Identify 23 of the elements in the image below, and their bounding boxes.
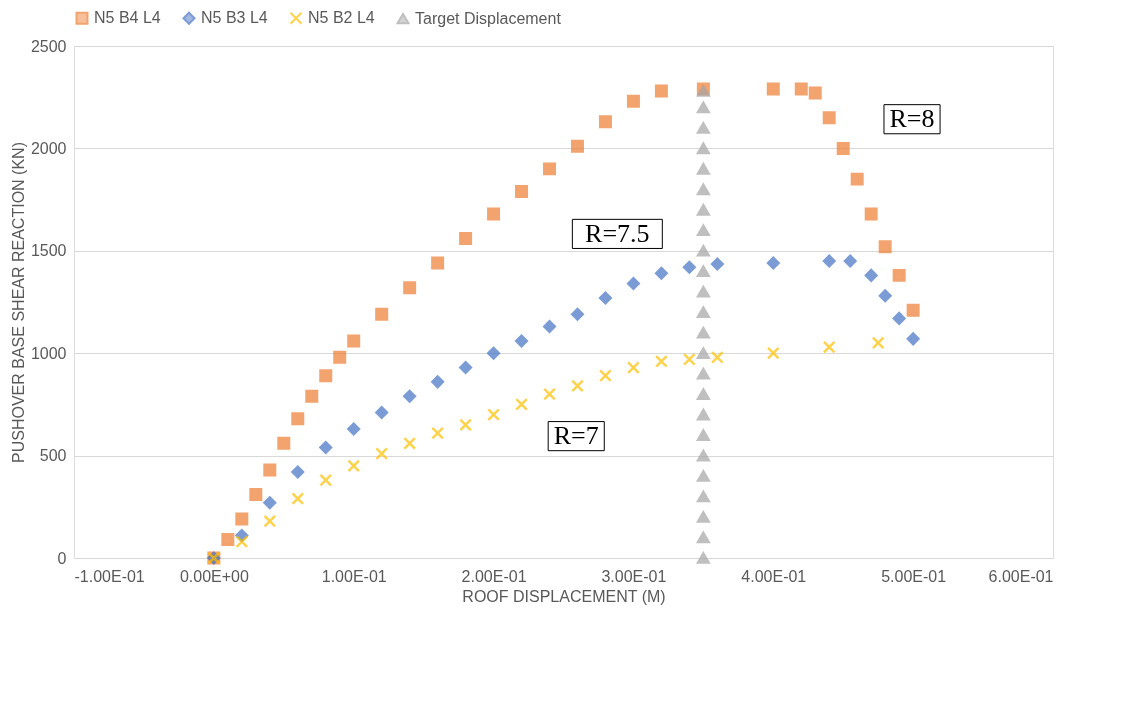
y-tick-label: 0 <box>57 549 67 567</box>
x-tick-label: 6.00E-01 <box>988 567 1054 585</box>
y-tick-label: 1500 <box>30 242 67 260</box>
x-tick-label: 1.00E-01 <box>321 567 387 585</box>
y-tick-label: 1000 <box>30 344 67 362</box>
legend-label: N5 B4 L4 <box>94 9 161 27</box>
legend-label: N5 B3 L4 <box>201 9 268 27</box>
x-tick-label: 2.00E-01 <box>461 567 527 585</box>
y-tick-label: 2500 <box>30 37 67 55</box>
legend-label: N5 B2 L4 <box>308 9 375 27</box>
x-tick-label: 4.00E-01 <box>741 567 807 585</box>
legend-label: Target Displacement <box>415 9 562 27</box>
x-tick-label: 3.00E-01 <box>601 567 667 585</box>
x-tick-label: 5.00E-01 <box>881 567 947 585</box>
y-tick-label: 500 <box>39 447 67 465</box>
annotation: R=8 <box>889 104 935 134</box>
x-tick-label: 0.00E+00 <box>179 567 249 585</box>
x-axis-title: ROOF DISPLACEMENT (M) <box>462 587 666 605</box>
annotation: R=7 <box>553 421 599 451</box>
y-tick-label: 2000 <box>30 139 67 157</box>
annotation: R=7.5 <box>585 218 650 248</box>
y-axis-title: PUSHOVER BASE SHEAR REACTION (KN) <box>9 142 27 463</box>
x-tick-label: -1.00E-01 <box>74 567 145 585</box>
